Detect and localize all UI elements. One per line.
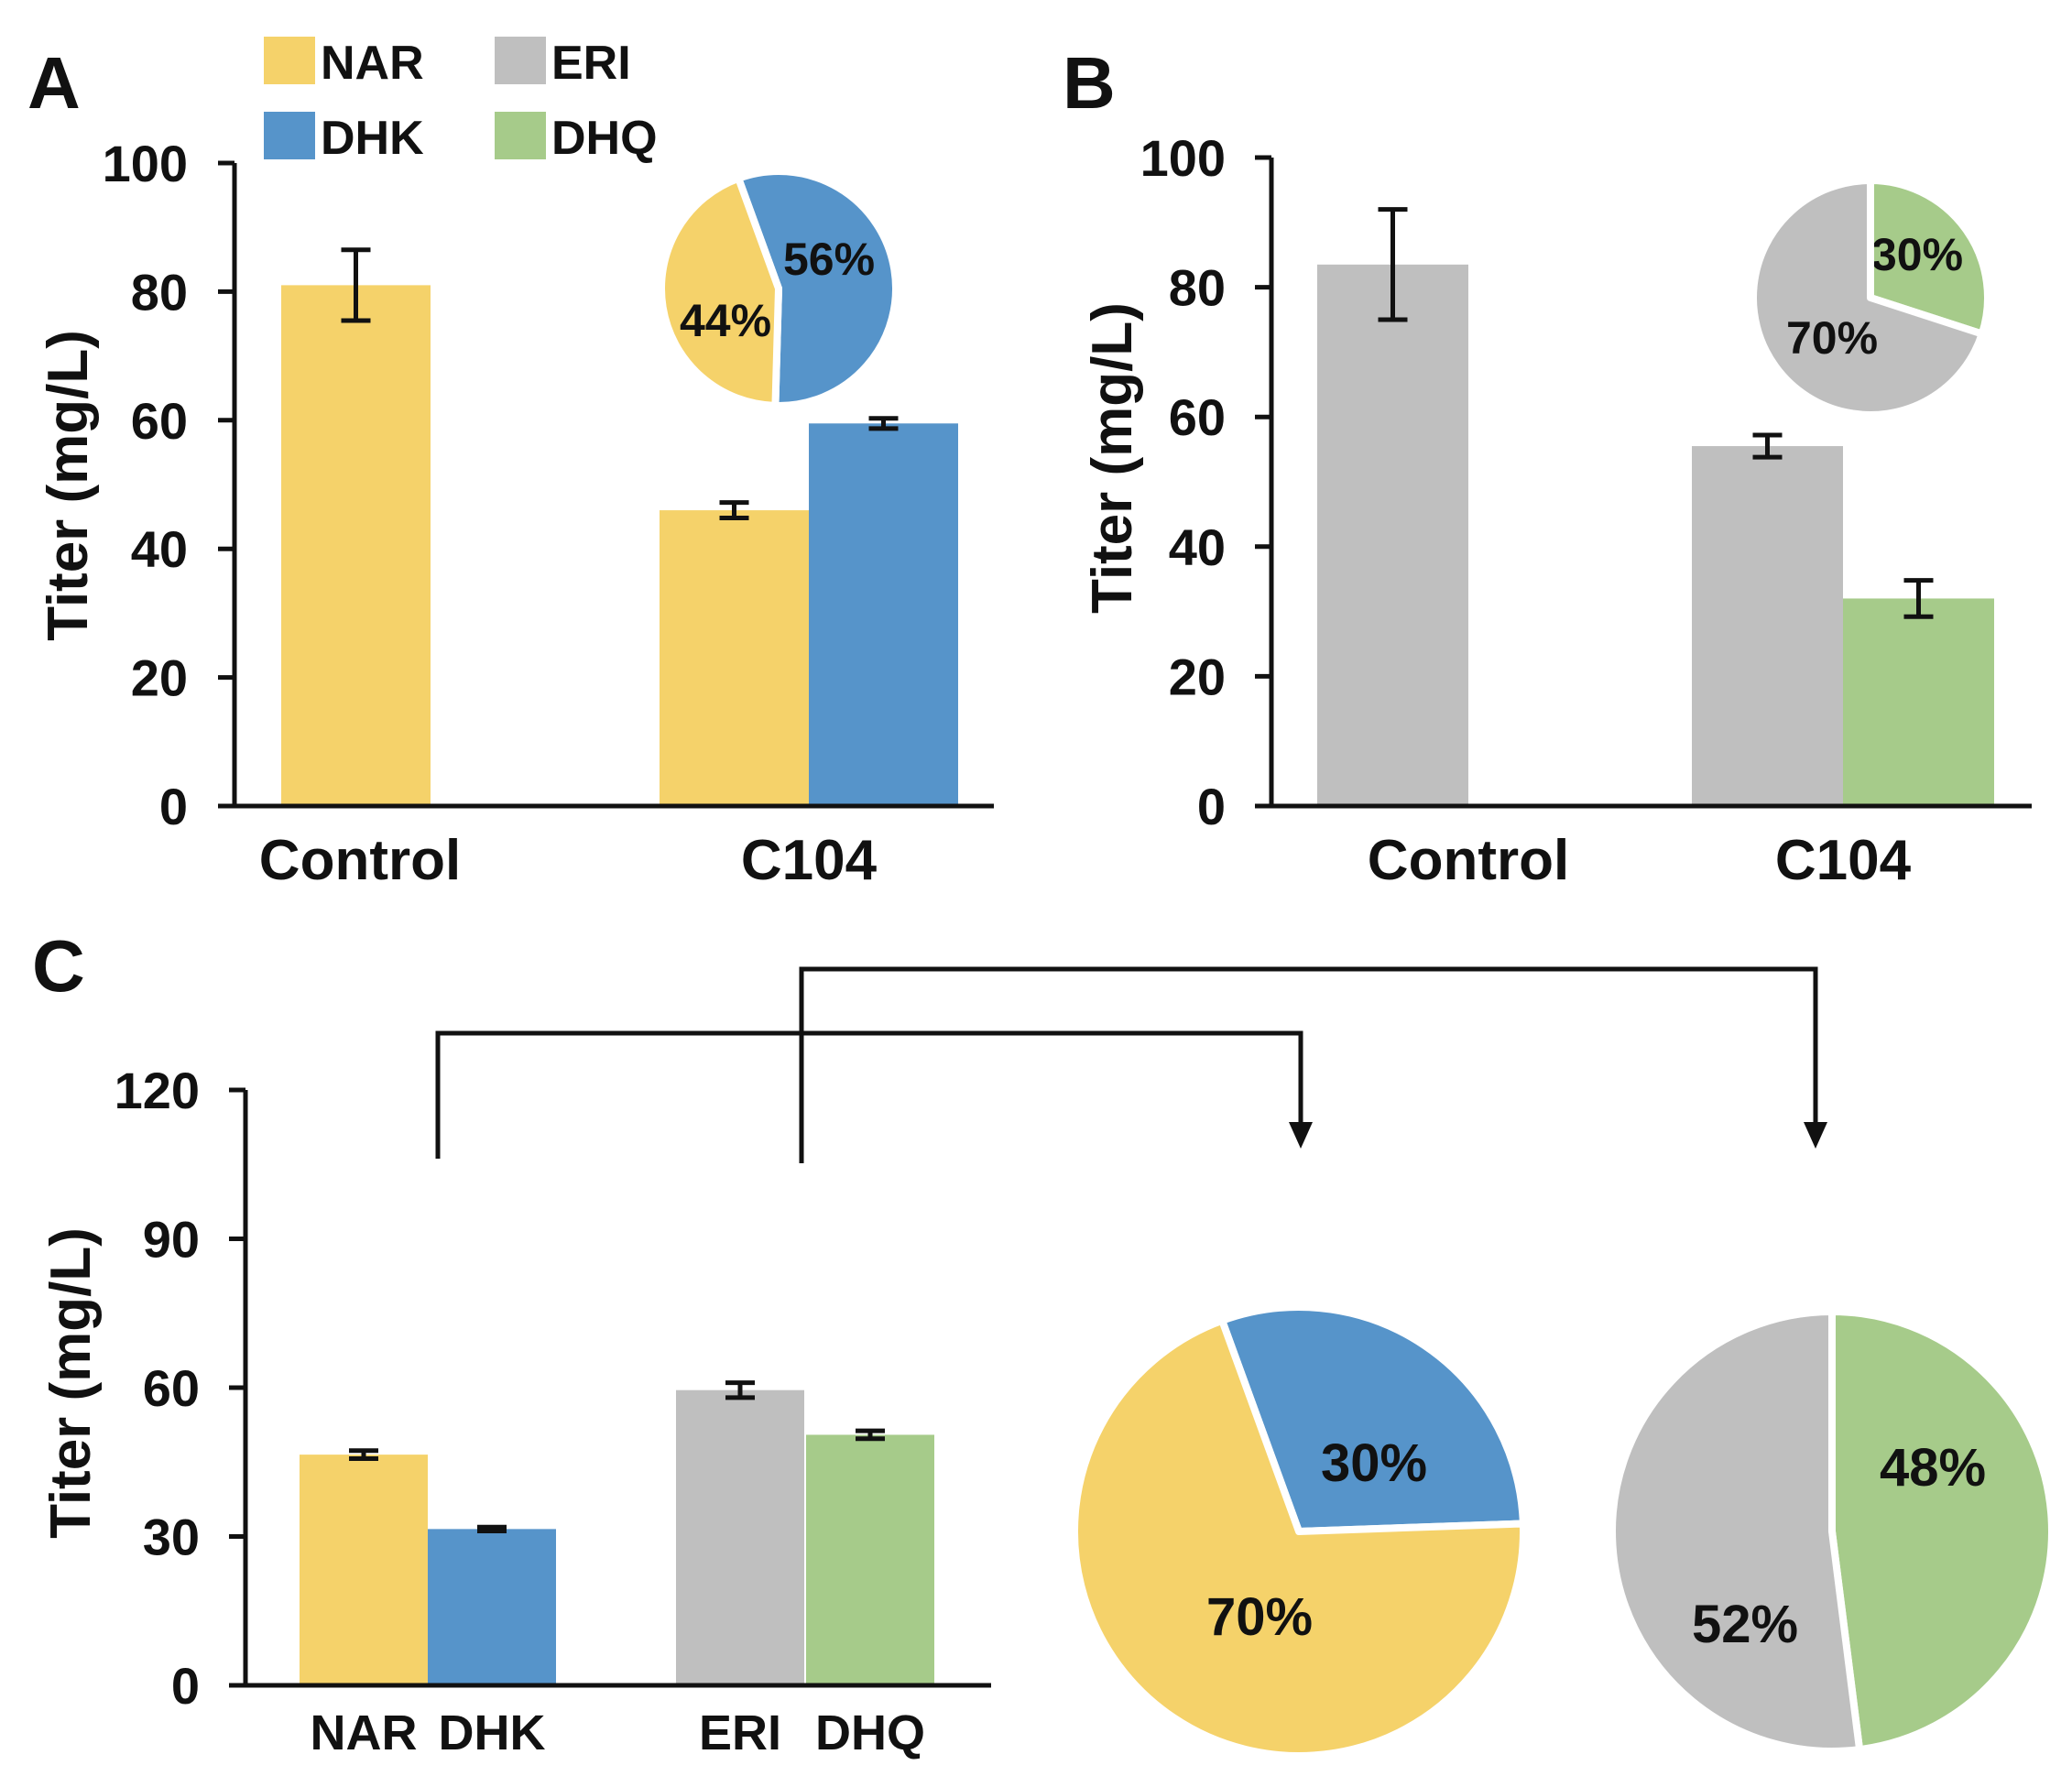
arrowhead-pie-2 <box>1804 1122 1827 1149</box>
bar-nar <box>281 285 431 806</box>
y-axis-label: Titer (mg/L) <box>37 330 100 641</box>
x-category-label: Control <box>259 829 461 892</box>
panel-b-bar-chart: B Titer (mg/L) 0 20 40 60 80 100 Control C104 30% 7… <box>1063 42 2032 892</box>
pie-slice-nar <box>658 174 782 409</box>
panel-label-a: A <box>27 42 81 124</box>
arrowhead-pie-1 <box>1289 1122 1313 1149</box>
y-tick-label: 0 <box>171 1657 200 1715</box>
y-tick-label: 40 <box>131 520 188 578</box>
pie-label: 30% <box>1871 229 1963 280</box>
connector-eri-dhq <box>799 966 1818 1163</box>
panel-label-c: C <box>32 925 85 1007</box>
panel-c-bar-chart: C Titer (mg/L) 0 30 60 90 120 NAR DHK ERI DHQ <box>32 925 991 1760</box>
y-tick-label: 0 <box>159 778 188 835</box>
legend-swatch-eri <box>495 37 546 84</box>
y-tick-label: 90 <box>143 1211 200 1269</box>
bar-dhq <box>806 1434 934 1685</box>
legend: NAR ERI DHK DHQ <box>264 37 658 165</box>
pie-slice-dhk <box>1218 1303 1527 1535</box>
pie-slice-nar <box>1071 1316 1527 1760</box>
pie-slice-eri <box>1609 1308 1864 1755</box>
bar-eri <box>1317 264 1468 806</box>
x-category-label: DHQ <box>815 1705 925 1760</box>
y-tick-label: 0 <box>1197 778 1226 835</box>
legend-label-dhk: DHK <box>321 112 424 165</box>
y-tick-label: 60 <box>143 1359 200 1417</box>
legend-swatch-dhq <box>495 112 546 159</box>
y-tick-label: 80 <box>131 263 188 321</box>
legend-label-eri: ERI <box>551 37 631 90</box>
x-category-label: ERI <box>699 1705 781 1760</box>
bar-eri <box>1692 446 1843 806</box>
x-category-label: C104 <box>1775 829 1912 892</box>
panel-c-pie-charts: 30% 70% 48% 52% <box>1071 1303 2056 1760</box>
bar-nar <box>300 1455 428 1685</box>
y-axis-label: Titer (mg/L) <box>1081 302 1144 614</box>
pie-slice-dhq <box>1867 177 1991 338</box>
x-category-label: DHK <box>439 1705 546 1760</box>
y-tick-label: 20 <box>1169 648 1226 705</box>
pie-slice-dhq <box>1828 1308 2056 1754</box>
legend-swatch-nar <box>264 37 315 84</box>
y-tick-label: 120 <box>115 1062 200 1119</box>
pie-label: 56% <box>783 234 875 285</box>
y-tick-label: 80 <box>1169 259 1226 317</box>
bar-dhk <box>428 1529 556 1685</box>
pie-label: 44% <box>680 295 771 346</box>
connector-arrows <box>435 966 1827 1163</box>
bar-dhk <box>809 423 958 806</box>
bar-nar <box>660 510 809 806</box>
bar-eri <box>676 1389 804 1685</box>
legend-label-nar: NAR <box>321 37 424 90</box>
bar-dhq <box>1843 598 1994 806</box>
x-category-label: C104 <box>741 829 878 892</box>
y-tick-label: 20 <box>131 649 188 707</box>
panel-label-b: B <box>1063 42 1116 124</box>
y-tick-label: 60 <box>1169 388 1226 446</box>
x-category-label: NAR <box>311 1705 418 1760</box>
pie-label: 52% <box>1692 1595 1798 1654</box>
pie-slice-eri <box>1750 177 1986 419</box>
x-category-label: Control <box>1368 829 1569 892</box>
y-tick-label: 30 <box>143 1509 200 1566</box>
y-tick-label: 40 <box>1169 518 1226 576</box>
panel-a-bar-chart: A Titer (mg/L) 0 20 40 60 80 100 Control C104 56%4… <box>27 42 994 892</box>
y-tick-label: 100 <box>103 135 188 192</box>
y-tick-label: 100 <box>1140 129 1226 187</box>
pie-label: 30% <box>1321 1433 1427 1493</box>
y-tick-label: 60 <box>131 392 188 450</box>
pie-label: 48% <box>1880 1438 1986 1498</box>
y-axis-label: Titer (mg/L) <box>39 1227 103 1539</box>
legend-swatch-dhk <box>264 112 315 159</box>
pie-label: 70% <box>1206 1587 1313 1647</box>
legend-label-dhq: DHQ <box>551 112 658 165</box>
pie-label: 70% <box>1786 312 1878 364</box>
connector-nar-dhk <box>435 1030 1303 1159</box>
